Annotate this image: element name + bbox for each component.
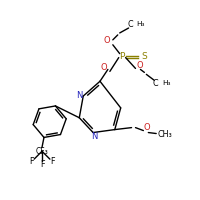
- Text: O: O: [104, 36, 110, 45]
- Text: CH₃: CH₃: [158, 130, 172, 139]
- Text: H₃: H₃: [136, 21, 145, 27]
- Text: H₃: H₃: [162, 80, 171, 86]
- Text: P: P: [119, 52, 124, 61]
- Text: O: O: [136, 61, 143, 70]
- Text: N: N: [76, 91, 82, 100]
- Text: F: F: [29, 157, 33, 166]
- Text: F: F: [40, 160, 44, 169]
- Text: O: O: [143, 123, 150, 132]
- Text: C: C: [152, 79, 158, 88]
- Text: C: C: [128, 20, 133, 29]
- Text: N: N: [91, 132, 97, 141]
- Text: CF₃: CF₃: [36, 147, 48, 156]
- Text: O: O: [101, 63, 107, 72]
- Text: F: F: [51, 157, 55, 166]
- Text: S: S: [142, 52, 147, 61]
